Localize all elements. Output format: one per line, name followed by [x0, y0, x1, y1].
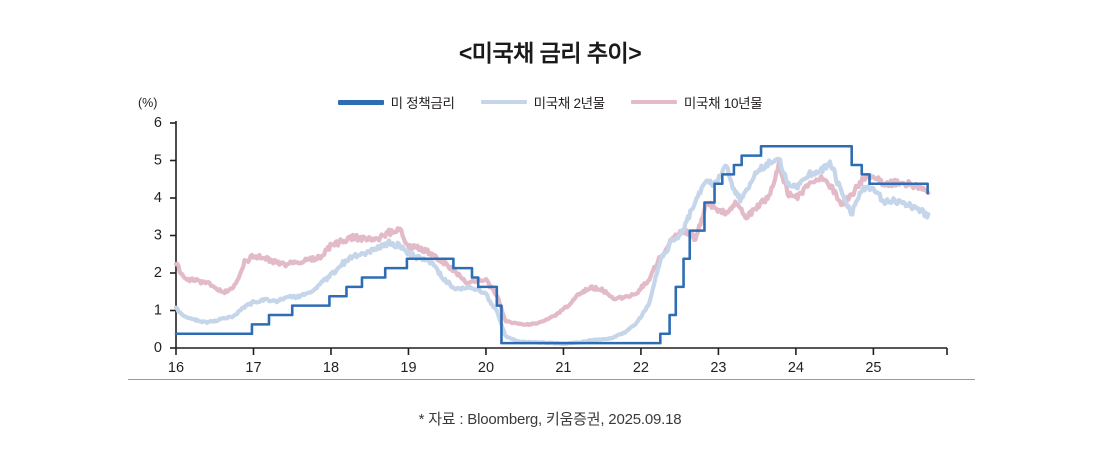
x-tick-label: 17	[245, 360, 261, 376]
series-layer	[173, 144, 931, 346]
y-axis-unit-label: (%)	[138, 96, 158, 110]
x-axis: 16 17 18 19 20 21 22 23 24 25	[168, 347, 948, 376]
x-tick-label: 25	[865, 360, 881, 376]
x-tick-label: 18	[323, 360, 339, 376]
x-tick-label: 16	[168, 360, 184, 376]
footer-divider	[128, 379, 975, 380]
y-tick-label: 0	[154, 340, 162, 356]
y-tick-label: 6	[154, 115, 162, 131]
x-tick-label: 22	[633, 360, 649, 376]
source-note: * 자료 : Bloomberg, 키움증권, 2025.09.18	[418, 411, 682, 428]
chart-title: <미국채 금리 추이>	[458, 40, 642, 66]
x-tick-label: 24	[788, 360, 804, 376]
treasury-10y-line	[173, 160, 931, 328]
y-tick-label: 2	[154, 265, 162, 281]
x-tick-label: 20	[478, 360, 494, 376]
x-tick-label: 23	[710, 360, 726, 376]
y-tick-label: 4	[154, 190, 162, 206]
x-tick-label: 19	[400, 360, 416, 376]
y-axis: 0 1 2 3 4 5 6	[154, 115, 177, 356]
y-tick-label: 3	[154, 227, 162, 243]
y-tick-label: 1	[154, 302, 162, 318]
x-tick-label: 21	[555, 360, 571, 376]
y-tick-label: 5	[154, 152, 162, 168]
policy-rate-line	[174, 144, 929, 345]
